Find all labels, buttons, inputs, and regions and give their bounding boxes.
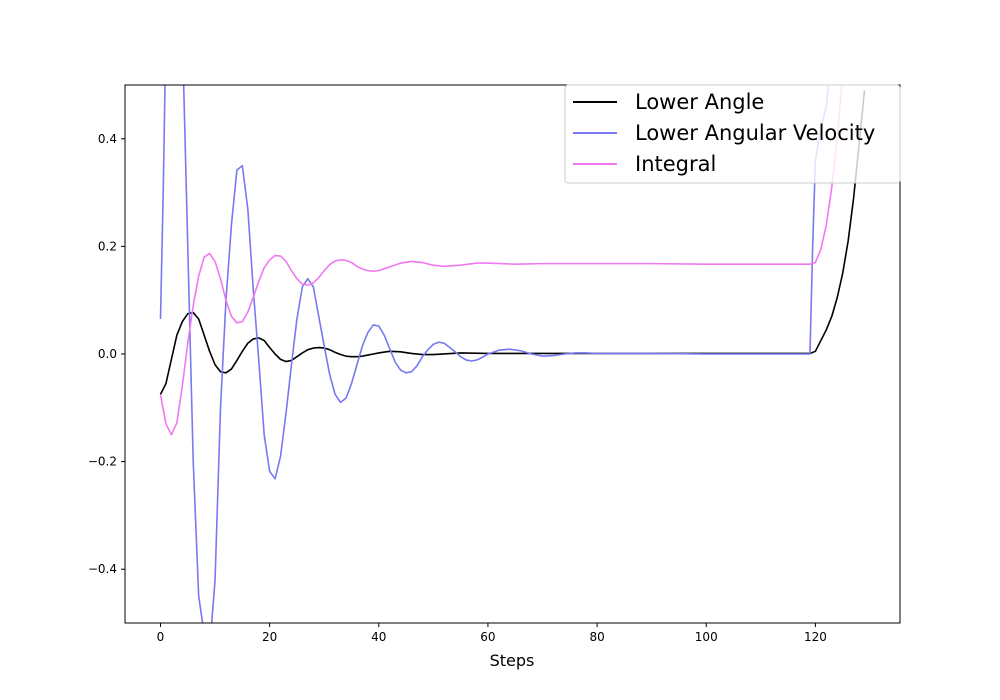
x-tick-label: 40: [371, 630, 386, 644]
series-layer: [159, 85, 866, 623]
x-axis: 0 20 40 60 80 100 120: [157, 623, 827, 644]
series-line-integral: [159, 85, 843, 436]
legend-label-integral: Integral: [635, 152, 716, 176]
y-tick-label: 0.0: [98, 347, 117, 361]
y-tick-label: −0.4: [88, 562, 117, 576]
legend-label-lower-angle: Lower Angle: [635, 90, 764, 114]
x-tick-label: 80: [589, 630, 604, 644]
x-tick-label: 120: [804, 630, 827, 644]
y-tick-label: −0.2: [88, 455, 117, 469]
y-tick-label: 0.4: [98, 132, 117, 146]
x-tick-label: 100: [695, 630, 718, 644]
series-line-lower-angular-velocity: [159, 85, 830, 623]
x-tick-label: 0: [157, 630, 165, 644]
y-axis: −0.4 −0.2 0.0 0.2 0.4: [88, 132, 125, 576]
x-axis-label: Steps: [490, 651, 535, 670]
legend-label-lower-angular-velocity: Lower Angular Velocity: [635, 121, 875, 145]
x-tick-label: 20: [262, 630, 277, 644]
legend: Lower Angle Lower Angular Velocity Integra…: [564, 84, 901, 184]
x-tick-label: 60: [480, 630, 495, 644]
legend-box: [564, 84, 901, 184]
y-tick-label: 0.2: [98, 239, 117, 253]
